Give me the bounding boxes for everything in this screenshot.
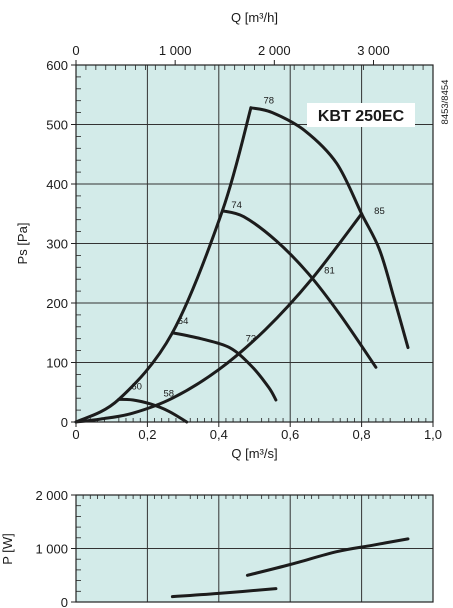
x2-axis-title: Q [m³/h] xyxy=(231,10,278,25)
point-label: 64 xyxy=(178,316,189,327)
point-label: 81 xyxy=(324,265,335,276)
fan-curve-2 xyxy=(220,209,378,369)
x-tick-label: 0,4 xyxy=(210,427,228,442)
y-tick-label: 300 xyxy=(46,237,68,252)
power-y-tick-label: 0 xyxy=(61,595,68,608)
power-y-axis-title: P [W] xyxy=(0,533,15,565)
y-tick-label: 200 xyxy=(46,296,68,311)
x2-tick-label: 1 000 xyxy=(159,43,192,58)
x2-tick-label: 3 000 xyxy=(357,43,390,58)
x2-tick-label: 2 000 xyxy=(258,43,291,58)
point-label: 78 xyxy=(263,96,274,107)
point-label: 60 xyxy=(131,381,142,392)
y-tick-label: 400 xyxy=(46,177,68,192)
fan-curve-1 xyxy=(170,331,278,402)
power-y-tick-label: 2 000 xyxy=(35,488,68,503)
point-label: 74 xyxy=(231,200,242,211)
point-label: 85 xyxy=(374,206,385,217)
model-label-box xyxy=(307,103,415,127)
x-tick-label: 1,0 xyxy=(424,427,442,442)
y-tick-label: 0 xyxy=(61,415,68,430)
drawing-code: 8453/8454 xyxy=(440,80,451,125)
y-axis-title: Ps [Pa] xyxy=(15,223,30,265)
point-label: 73 xyxy=(246,334,257,345)
fan-curve-3 xyxy=(249,106,410,350)
power-curve-1 xyxy=(245,537,410,577)
plot-frame xyxy=(75,64,434,423)
x-tick-label: 0,2 xyxy=(138,427,156,442)
power-plot-frame xyxy=(75,494,434,603)
y-tick-label: 500 xyxy=(46,118,68,133)
system-curve-0 xyxy=(74,106,253,424)
x-axis-title: Q [m³/s] xyxy=(231,446,277,461)
power-curve-0 xyxy=(170,587,278,599)
y-tick-label: 100 xyxy=(46,356,68,371)
point-label: 58 xyxy=(164,388,175,399)
fan-curve-0 xyxy=(117,397,189,424)
power-y-tick-label: 1 000 xyxy=(35,542,68,557)
model-label: KBT 250EC xyxy=(318,108,405,125)
y-tick-label: 600 xyxy=(46,58,68,73)
x-tick-label: 0,6 xyxy=(281,427,299,442)
x-tick-label: 0,8 xyxy=(353,427,371,442)
x2-tick-label: 0 xyxy=(72,43,79,58)
x-tick-label: 0 xyxy=(72,427,79,442)
